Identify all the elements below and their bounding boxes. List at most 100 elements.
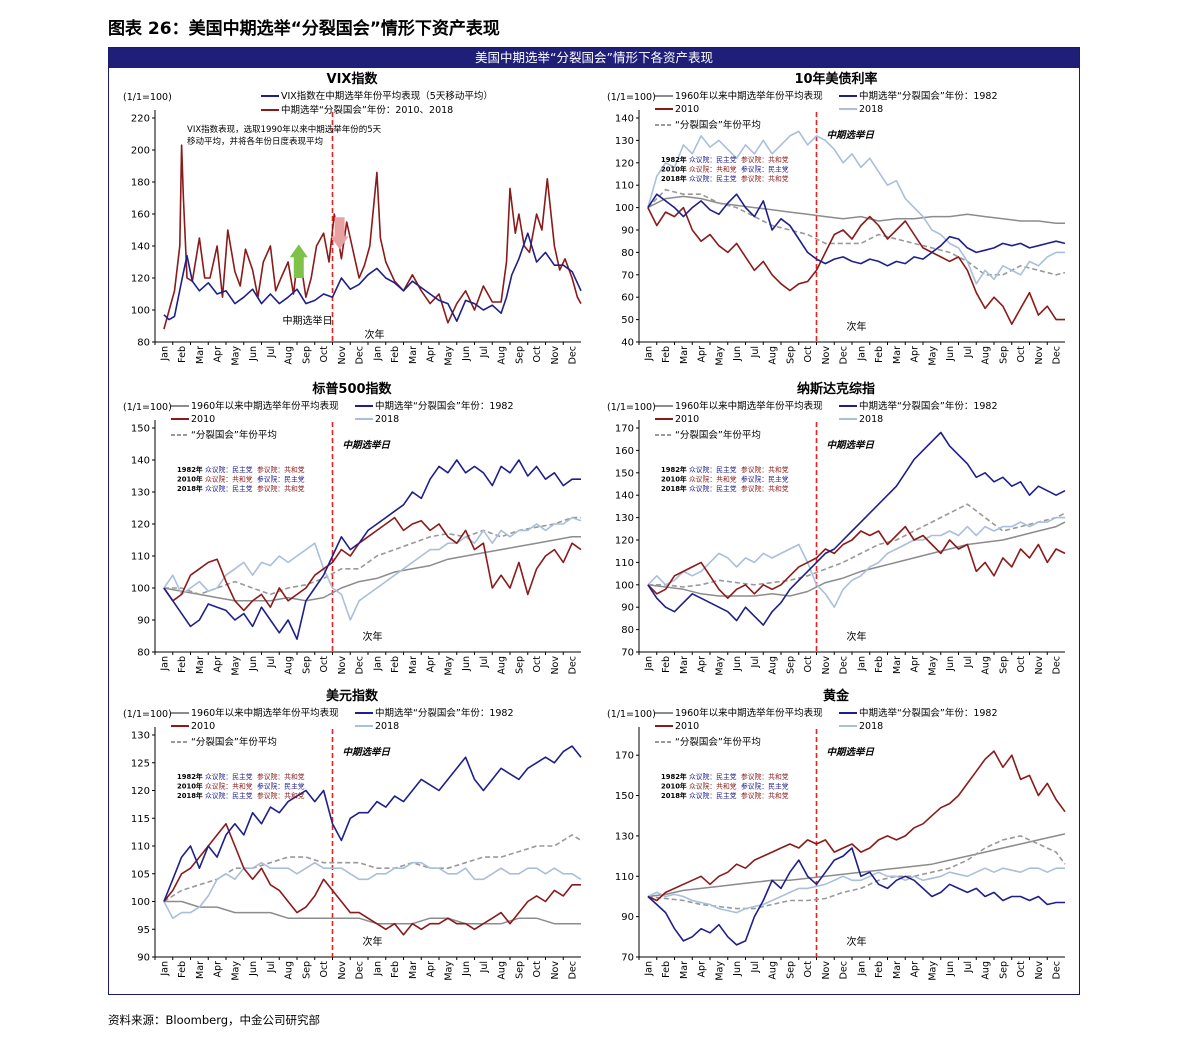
y-tick-label: 120 (131, 786, 150, 797)
party-senate: 参议院：民主党 (741, 475, 789, 484)
y-tick-label: 100 (131, 584, 150, 595)
x-tick-label: Apr (426, 346, 437, 363)
x-tick-label: Dec (1052, 656, 1063, 674)
x-tick-label: Jul (266, 346, 277, 358)
annotation-text: 移动平均，并将各年份日度表现平均 (187, 136, 323, 147)
party-year: 2010年 (661, 782, 687, 791)
series-line (647, 130, 1065, 285)
chart-nasdaq: 纳斯达克综指 (1/1=100) 70 80 90 100 110 120 130 140 150 1… (607, 381, 1066, 676)
x-tick-label: Jul (479, 346, 490, 358)
legend-label: “分裂国会”年份平均 (675, 119, 761, 131)
party-senate: 参议院：共和党 (741, 465, 789, 474)
x-tick-label: Aug (497, 961, 508, 980)
y-tick-label: 110 (131, 552, 150, 563)
figure-title: 图表 26：美国中期选举“分裂国会”情形下资产表现 (108, 19, 500, 39)
party-house: 众议院：民主党 (689, 155, 737, 164)
x-tick-label: Jun (732, 961, 743, 977)
y-tick-label: 150 (615, 791, 634, 802)
x-tick-label: Aug (981, 961, 992, 980)
x-tick-label: Feb (390, 961, 401, 978)
x-tick-label: Mar (679, 656, 690, 674)
election-day-label: 中期选举日 (827, 439, 875, 451)
series-line (163, 232, 582, 322)
legend-label: 2010 (675, 104, 699, 115)
x-tick-label: Sep (785, 346, 796, 364)
legend-label: 2010 (191, 721, 215, 732)
x-tick-label: Dec (355, 656, 366, 674)
x-tick-label: Nov (550, 961, 561, 980)
series-line (647, 503, 1066, 588)
x-tick-label: Feb (661, 656, 672, 673)
y-tick-label: 170 (615, 751, 634, 762)
chart-title: 美元指数 (326, 688, 379, 704)
x-tick-label: Nov (550, 346, 561, 365)
chart-dxy: 美元指数 (1/1=100) 90 95 100 105 110 115 120 125 130 Ja… (123, 688, 582, 981)
x-tick-label: Oct (803, 656, 814, 673)
chart-gold: 黄金 (1/1=100) 70 90 110 130 150 170 Jan Feb Mar Apr M… (607, 688, 1066, 981)
x-tick-label: Sep (998, 961, 1009, 979)
series-line (647, 835, 1066, 910)
chart-title: VIX指数 (327, 71, 379, 87)
x-tick-label: May (927, 346, 938, 366)
x-tick-label: Oct (532, 656, 543, 673)
party-year: 1982年 (661, 772, 687, 781)
annotation-text: VIX指数表现，选取1990年以来中期选举年份的5天 (187, 124, 382, 135)
x-tick-label: Jun (732, 656, 743, 672)
party-year: 2010年 (177, 782, 203, 791)
y-tick-label: 70 (621, 648, 634, 659)
y-tick-label: 100 (615, 203, 634, 214)
party-year: 1982年 (661, 155, 687, 164)
x-tick-label: Apr (426, 961, 437, 978)
series-line (647, 867, 1065, 914)
x-tick-label: May (714, 961, 725, 981)
x-tick-label: Feb (874, 961, 885, 978)
x-tick-label: Apr (697, 346, 708, 363)
y-tick-label: 90 (137, 616, 150, 627)
x-tick-label: Jun (248, 961, 259, 977)
x-tick-label: Jul (479, 656, 490, 668)
next-year-label: 次年 (363, 630, 383, 643)
y-tick-label: 110 (615, 558, 634, 569)
party-senate: 参议院：民主党 (257, 782, 305, 791)
legend-label: 2018 (375, 721, 399, 732)
party-year: 2018年 (661, 174, 687, 183)
x-tick-label: Feb (177, 656, 188, 673)
party-house: 众议院：民主党 (689, 174, 737, 183)
y-tick-label: 140 (615, 114, 634, 125)
legend-label: 2010 (191, 414, 215, 425)
y-tick-label: 125 (131, 758, 150, 769)
party-senate: 参议院：民主党 (257, 475, 305, 484)
party-house: 众议院：共和党 (689, 165, 737, 174)
y-tick-label: 130 (131, 488, 150, 499)
party-house: 众议院：民主党 (689, 465, 737, 474)
banner-title: 美国中期选举“分裂国会”情形下各资产表现 (109, 48, 1079, 68)
party-house: 众议院：共和党 (689, 782, 737, 791)
series-line (163, 823, 581, 936)
x-tick-label: Dec (355, 346, 366, 364)
y-tick-label: 110 (615, 181, 634, 192)
x-tick-label: Sep (301, 961, 312, 979)
x-tick-label: Jun (945, 961, 956, 977)
y-tick-label: 70 (621, 270, 634, 281)
x-tick-label: May (230, 961, 241, 981)
x-tick-label: Jul (750, 346, 761, 358)
legend-label: 中期选举“分裂国会”年份：1982 (859, 90, 998, 102)
party-senate: 参议院：共和党 (741, 174, 789, 183)
x-tick-label: Nov (337, 346, 348, 365)
y-tick-label: 130 (615, 136, 634, 147)
next-year-label: 次年 (363, 935, 383, 948)
party-senate: 参议院：共和党 (741, 791, 789, 800)
election-day-label: 中期选举日 (827, 746, 875, 758)
x-tick-label: Dec (568, 656, 579, 674)
y-tick-label: 100 (615, 580, 634, 591)
next-year-label: 次年 (847, 320, 867, 333)
x-tick-label: Mar (679, 346, 690, 364)
legend-label: 中期选举“分裂国会”年份：1982 (375, 400, 514, 412)
x-tick-label: Jun (732, 346, 743, 362)
x-tick-label: Nov (337, 656, 348, 675)
x-tick-label: May (714, 346, 725, 366)
x-tick-label: Aug (981, 346, 992, 365)
x-tick-label: Jul (963, 346, 974, 358)
x-tick-label: Jan (856, 346, 867, 362)
x-tick-label: Feb (661, 961, 672, 978)
